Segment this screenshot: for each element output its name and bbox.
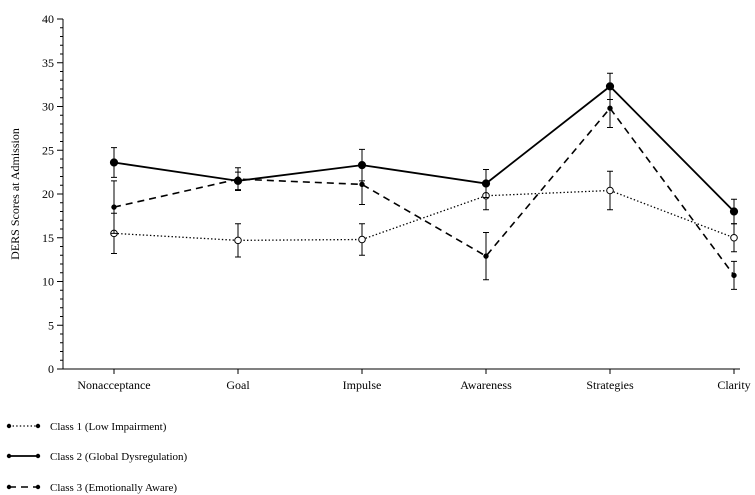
x-ticks: Nonacceptance Goal Impulse Awareness Strateg… bbox=[77, 369, 751, 392]
series-3-point-nonacceptance bbox=[111, 204, 117, 210]
legend-label: Class 3 (Emotionally Aware) bbox=[50, 482, 177, 494]
x-tick-label-nonacceptance: Nonacceptance bbox=[77, 378, 150, 392]
y-tick-label: 10 bbox=[42, 275, 54, 289]
series-1-line bbox=[113, 189, 735, 242]
legend-item-1: Class 1 (Low Impairment) bbox=[6, 421, 167, 433]
x-tick-label-clarity: Clarity bbox=[717, 378, 750, 392]
series-3-point-strategies bbox=[607, 105, 613, 111]
y-tick-label: 15 bbox=[42, 231, 54, 245]
series-2-point-clarity bbox=[729, 207, 739, 216]
plot-area bbox=[109, 72, 739, 290]
legend-swatch-dot bbox=[6, 423, 12, 429]
legend-label: Class 2 (Global Dysregulation) bbox=[50, 451, 188, 463]
y-ticks: 0 5 10 15 20 25 30 35 40 bbox=[42, 12, 63, 376]
legend: Class 1 (Low Impairment) Class 2 (Global … bbox=[6, 421, 188, 494]
axes: 0 5 10 15 20 25 30 35 40 Nonacceptance Goal Impuls… bbox=[42, 12, 751, 392]
series-1-point-impulse bbox=[358, 235, 366, 244]
legend-swatch-dot bbox=[35, 453, 41, 459]
series-1-point-goal bbox=[234, 236, 242, 245]
series-3-point-impulse bbox=[359, 181, 365, 188]
y-axis-title: DERS Scores at Admission bbox=[8, 128, 22, 260]
x-tick-label-goal: Goal bbox=[226, 378, 250, 392]
x-tick-label-awareness: Awareness bbox=[460, 378, 512, 392]
legend-swatch-dot bbox=[35, 423, 41, 429]
y-tick-label: 35 bbox=[42, 56, 54, 70]
series-1-point-clarity bbox=[730, 233, 738, 242]
series-3-point-clarity bbox=[731, 272, 737, 279]
legend-label: Class 1 (Low Impairment) bbox=[50, 421, 167, 433]
series-2-point-awareness bbox=[481, 179, 491, 188]
series-2-point-nonacceptance bbox=[109, 158, 119, 167]
series-3-line bbox=[113, 106, 735, 276]
y-tick-label: 30 bbox=[42, 100, 54, 114]
series-1 bbox=[110, 170, 738, 258]
y-tick-label: 0 bbox=[48, 362, 54, 376]
y-tick-label: 20 bbox=[42, 187, 54, 201]
series-2 bbox=[109, 72, 739, 225]
legend-item-2: Class 2 (Global Dysregulation) bbox=[6, 451, 188, 463]
series-3-point-awareness bbox=[483, 253, 489, 259]
y-tick-label: 40 bbox=[42, 12, 54, 26]
legend-swatch-dot bbox=[6, 484, 12, 490]
x-tick-label-impulse: Impulse bbox=[343, 378, 382, 392]
x-tick-label-strategies: Strategies bbox=[586, 378, 634, 392]
series-2-line bbox=[113, 85, 735, 213]
y-tick-label: 5 bbox=[48, 318, 54, 332]
series-1-point-strategies bbox=[606, 186, 614, 195]
series-3 bbox=[111, 88, 737, 290]
series-3-point-goal bbox=[235, 176, 241, 182]
legend-item-3: Class 3 (Emotionally Aware) bbox=[6, 482, 177, 494]
legend-swatch-dot bbox=[6, 453, 12, 459]
y-tick-label: 25 bbox=[42, 143, 54, 157]
legend-swatch-dot bbox=[35, 484, 41, 490]
